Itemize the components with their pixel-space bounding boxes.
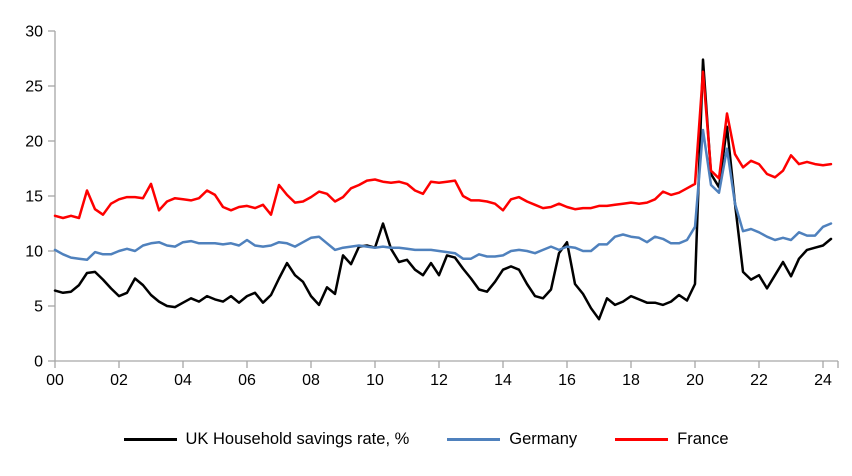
x-axis-tick-label: 00	[46, 372, 64, 389]
x-axis-tick-label: 24	[814, 372, 832, 389]
y-axis-tick-label: 20	[25, 134, 43, 151]
x-axis-tick-label: 16	[558, 372, 576, 389]
legend-item-germany: Germany	[447, 430, 577, 449]
y-axis-tick-label: 10	[25, 244, 43, 261]
y-axis-tick-label: 15	[25, 189, 43, 206]
x-axis-tick-label: 22	[750, 372, 768, 389]
x-axis-tick-label: 18	[622, 372, 640, 389]
y-axis-tick-label: 30	[25, 24, 43, 41]
series-line-germany	[53, 128, 833, 262]
y-axis-tick-label: 25	[25, 79, 43, 96]
x-axis-tick-label: 14	[494, 372, 512, 389]
y-axis-tick-label: 0	[34, 354, 43, 371]
x-axis-tick-label: 10	[366, 372, 384, 389]
legend-label-uk: UK Household savings rate, %	[185, 429, 410, 448]
y-axis-tick-label: 5	[34, 299, 43, 316]
x-axis-tick-label: 20	[686, 372, 704, 389]
x-axis-tick-label: 12	[430, 372, 448, 389]
x-axis-tick-label: 02	[110, 372, 128, 389]
legend-item-france: France	[615, 429, 729, 449]
chart-area: 0 5 10 15 20 25 30 00 02 04 06 08 10 12 14 16 18 20 22 24	[25, 24, 839, 389]
x-axis-tick-label: 08	[302, 372, 320, 389]
france-line-swatch-icon	[615, 437, 669, 441]
chart-legend: UK Household savings rate, % Germany Fra…	[0, 424, 852, 454]
savings-rate-line-chart: 0 5 10 15 20 25 30 00 02 04 06 08 10 12 14 16 18 20 22 24	[25, 24, 839, 389]
series-line-france	[53, 70, 833, 220]
x-axis-tick-label: 06	[238, 372, 256, 389]
legend-item-uk: UK Household savings rate, %	[123, 429, 410, 449]
germany-line-swatch-icon	[447, 437, 501, 441]
legend-label-germany: Germany	[509, 429, 578, 448]
x-axis-tick-label: 04	[174, 372, 192, 389]
legend-label-france: France	[677, 429, 729, 448]
uk-line-swatch-icon	[123, 437, 177, 441]
